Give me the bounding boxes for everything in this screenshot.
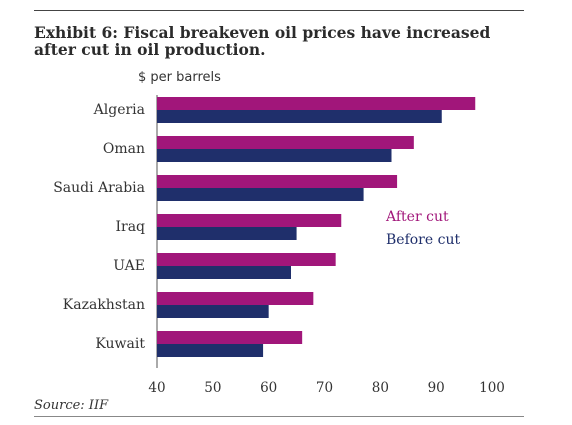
bar-before-kazakhstan [157,305,269,318]
source-note: Source: IIF [34,398,109,413]
x-tick-label: 90 [428,380,445,396]
bar-before-kuwait [157,344,264,357]
x-tick-label: 80 [372,380,389,396]
x-tick-label: 70 [316,380,333,396]
unit-label: $ per barrels [138,70,221,85]
bar-after-uae [157,253,336,266]
bar-before-saudi-arabia [157,188,364,201]
bar-after-algeria [157,97,476,110]
category-label: Iraq [115,219,145,235]
x-tick-label: 100 [479,380,505,396]
legend-after-cut: After cut [386,209,449,225]
bar-before-uae [157,266,291,279]
bar-after-iraq [157,214,342,227]
category-label: Oman [103,141,145,157]
top-rule [34,10,524,11]
bar-after-kazakhstan [157,292,314,305]
bar-after-kuwait [157,331,303,344]
bar-before-algeria [157,110,442,123]
category-label: UAE [113,258,145,274]
bar-after-saudi-arabia [157,175,398,188]
chart-title: Exhibit 6: Fiscal breakeven oil prices h… [34,23,491,59]
legend-before-cut: Before cut [386,232,461,248]
x-tick-label: 60 [260,380,277,396]
category-label: Algeria [93,102,145,118]
x-tick-label: 50 [204,380,221,396]
category-label: Saudi Arabia [53,180,145,196]
bar-before-oman [157,149,392,162]
x-tick-label: 40 [148,380,165,396]
bar-before-iraq [157,227,297,240]
category-label: Kazakhstan [63,297,145,313]
category-label: Kuwait [95,336,145,352]
bottom-rule [34,416,524,417]
bar-after-oman [157,136,414,149]
